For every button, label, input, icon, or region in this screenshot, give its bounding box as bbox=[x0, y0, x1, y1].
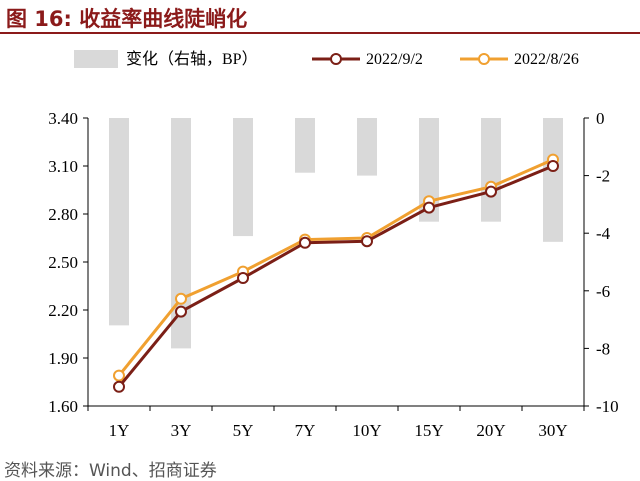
right-tick-label: -2 bbox=[596, 167, 610, 186]
axes-layer: 1.60 1.90 2.20 2.50 2.80 3.10 3.40 0 -2 -4 -6 -8 -10… bbox=[48, 109, 618, 440]
x-tick-label: 7Y bbox=[295, 421, 316, 440]
left-tick-label: 2.20 bbox=[48, 301, 78, 320]
legend: 变化（右轴，BP） 2022/9/2 2022/8/26 bbox=[74, 50, 579, 68]
right-tick-label: -8 bbox=[596, 339, 610, 358]
legend-bar-swatch bbox=[74, 50, 118, 68]
change-bar bbox=[481, 118, 501, 222]
change-bar bbox=[233, 118, 253, 237]
lines-layer bbox=[113, 153, 559, 393]
series-point bbox=[113, 380, 125, 393]
series-point bbox=[113, 369, 125, 382]
right-tick-label: -4 bbox=[596, 224, 611, 243]
source-note: 资料来源：Wind、招商证券 bbox=[4, 461, 217, 481]
series-point bbox=[547, 160, 559, 172]
right-tick-label: -6 bbox=[596, 282, 610, 301]
x-tick-label: 15Y bbox=[414, 421, 443, 440]
change-bar bbox=[543, 118, 563, 242]
x-tick-label: 5Y bbox=[233, 421, 254, 440]
series-point bbox=[237, 272, 249, 284]
x-tick-label: 10Y bbox=[352, 421, 381, 440]
series-point bbox=[299, 236, 311, 249]
series-point bbox=[175, 292, 187, 305]
series-point bbox=[485, 185, 497, 198]
series-line bbox=[117, 164, 554, 388]
left-tick-label: 1.60 bbox=[48, 397, 78, 416]
change-bar bbox=[419, 118, 439, 222]
title-bar: 图 16: 收益率曲线陡峭化 bbox=[0, 0, 640, 34]
series-point bbox=[361, 235, 373, 248]
yield-curve-chart: 变化（右轴，BP） 2022/9/2 2022/8/26 1.60 1.90 2.2… bbox=[48, 50, 619, 440]
series-point bbox=[423, 201, 435, 214]
legend-label-prior: 2022/8/26 bbox=[514, 51, 579, 68]
series-point bbox=[175, 305, 187, 318]
legend-label-current: 2022/9/2 bbox=[366, 51, 423, 68]
change-bar bbox=[357, 118, 377, 176]
legend-bar-label: 变化（右轴，BP） bbox=[126, 50, 258, 68]
right-tick-label: -10 bbox=[596, 397, 619, 416]
right-tick-label: 0 bbox=[596, 109, 605, 128]
change-bar bbox=[295, 118, 315, 173]
change-bar bbox=[109, 118, 129, 326]
x-tick-label: 1Y bbox=[109, 421, 130, 440]
series-line bbox=[117, 158, 554, 377]
x-tick-label: 3Y bbox=[171, 421, 192, 440]
legend-marker-prior bbox=[478, 53, 490, 65]
legend-marker-current bbox=[330, 53, 342, 65]
figure-title: 图 16: 收益率曲线陡峭化 bbox=[6, 7, 248, 31]
left-tick-label: 3.10 bbox=[48, 157, 78, 176]
change-bar bbox=[171, 118, 191, 349]
bars-layer bbox=[109, 118, 563, 349]
left-tick-label: 2.80 bbox=[48, 205, 78, 224]
left-tick-label: 3.40 bbox=[48, 109, 78, 128]
left-tick-label: 1.90 bbox=[48, 349, 78, 368]
x-tick-label: 20Y bbox=[476, 421, 505, 440]
left-tick-label: 2.50 bbox=[48, 253, 78, 272]
x-tick-label: 30Y bbox=[538, 421, 567, 440]
